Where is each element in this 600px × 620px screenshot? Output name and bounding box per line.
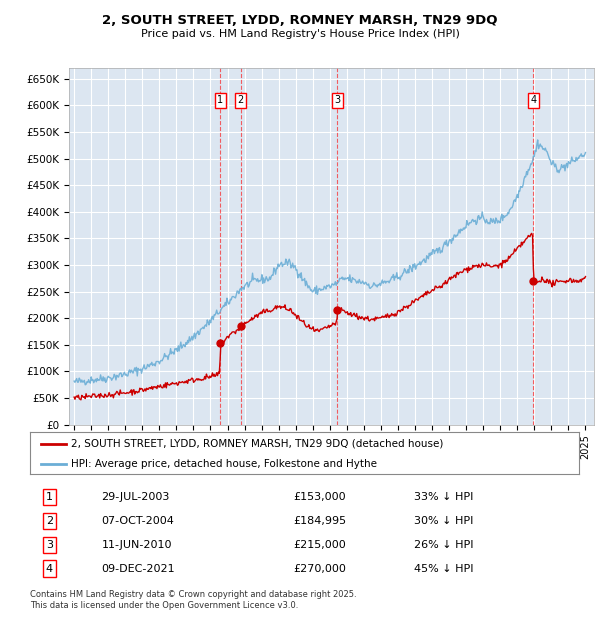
- Text: 2: 2: [46, 516, 53, 526]
- Text: 09-DEC-2021: 09-DEC-2021: [101, 564, 175, 574]
- Text: 4: 4: [530, 95, 536, 105]
- Text: £215,000: £215,000: [293, 539, 346, 550]
- Text: 30% ↓ HPI: 30% ↓ HPI: [414, 516, 473, 526]
- Text: 2, SOUTH STREET, LYDD, ROMNEY MARSH, TN29 9DQ: 2, SOUTH STREET, LYDD, ROMNEY MARSH, TN2…: [102, 14, 498, 27]
- Text: 07-OCT-2004: 07-OCT-2004: [101, 516, 174, 526]
- Text: 11-JUN-2010: 11-JUN-2010: [101, 539, 172, 550]
- Text: 29-JUL-2003: 29-JUL-2003: [101, 492, 170, 502]
- Text: 26% ↓ HPI: 26% ↓ HPI: [414, 539, 474, 550]
- Text: 1: 1: [217, 95, 223, 105]
- Text: 2, SOUTH STREET, LYDD, ROMNEY MARSH, TN29 9DQ (detached house): 2, SOUTH STREET, LYDD, ROMNEY MARSH, TN2…: [71, 439, 443, 449]
- Text: 4: 4: [46, 564, 53, 574]
- Text: HPI: Average price, detached house, Folkestone and Hythe: HPI: Average price, detached house, Folk…: [71, 459, 377, 469]
- Text: 2: 2: [238, 95, 244, 105]
- Text: £270,000: £270,000: [293, 564, 346, 574]
- Text: Contains HM Land Registry data © Crown copyright and database right 2025.
This d: Contains HM Land Registry data © Crown c…: [30, 590, 356, 609]
- Text: 3: 3: [46, 539, 53, 550]
- Text: Price paid vs. HM Land Registry's House Price Index (HPI): Price paid vs. HM Land Registry's House …: [140, 29, 460, 39]
- Text: 1: 1: [46, 492, 53, 502]
- Text: 33% ↓ HPI: 33% ↓ HPI: [414, 492, 473, 502]
- Text: £184,995: £184,995: [293, 516, 347, 526]
- Text: 3: 3: [334, 95, 340, 105]
- Text: £153,000: £153,000: [293, 492, 346, 502]
- Text: 45% ↓ HPI: 45% ↓ HPI: [414, 564, 474, 574]
